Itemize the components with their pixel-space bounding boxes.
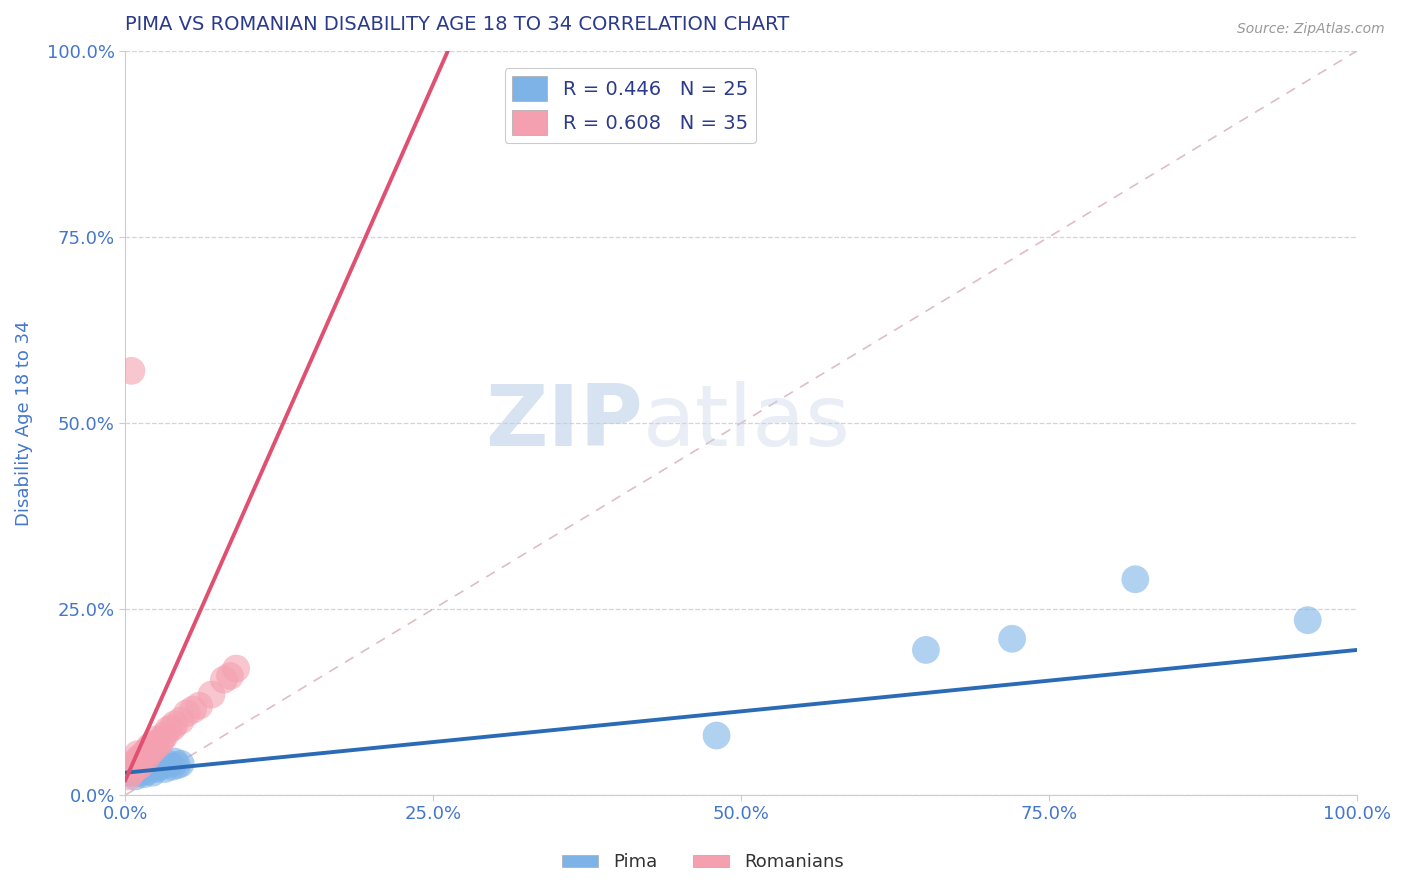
Point — [706, 729, 728, 743]
Point — [118, 769, 141, 783]
Point — [145, 739, 167, 754]
Point — [149, 760, 172, 774]
Legend: Pima, Romanians: Pima, Romanians — [555, 847, 851, 879]
Point — [225, 661, 247, 675]
Point — [1296, 613, 1319, 627]
Point — [129, 758, 152, 772]
Point — [160, 721, 183, 735]
Point — [149, 736, 172, 750]
Point — [166, 758, 188, 772]
Point — [170, 756, 193, 771]
Point — [200, 688, 222, 702]
Point — [160, 760, 183, 774]
Text: PIMA VS ROMANIAN DISABILITY AGE 18 TO 34 CORRELATION CHART: PIMA VS ROMANIAN DISABILITY AGE 18 TO 34… — [125, 15, 790, 34]
Point — [129, 765, 152, 780]
Point — [139, 755, 162, 769]
Point — [1123, 572, 1146, 586]
Point — [915, 643, 938, 657]
Point — [124, 756, 146, 771]
Point — [141, 743, 163, 757]
Y-axis label: Disability Age 18 to 34: Disability Age 18 to 34 — [15, 320, 32, 525]
Point — [153, 729, 176, 743]
Point — [219, 669, 242, 683]
Point — [150, 732, 173, 747]
Point — [136, 764, 159, 779]
Point — [121, 758, 143, 772]
Point — [170, 714, 193, 728]
Point — [141, 765, 163, 780]
Point — [141, 738, 163, 752]
Text: atlas: atlas — [643, 382, 851, 465]
Point — [157, 756, 180, 771]
Point — [136, 743, 159, 757]
Point — [145, 762, 167, 776]
Point — [145, 732, 167, 747]
Point — [181, 702, 204, 716]
Point — [121, 765, 143, 780]
Text: Source: ZipAtlas.com: Source: ZipAtlas.com — [1237, 22, 1385, 37]
Point — [132, 747, 155, 761]
Point — [145, 756, 167, 771]
Point — [127, 752, 149, 766]
Point — [150, 758, 173, 772]
Point — [139, 745, 162, 759]
Point — [132, 767, 155, 781]
Point — [188, 698, 211, 713]
Point — [121, 765, 143, 780]
Point — [127, 747, 149, 761]
Point — [153, 762, 176, 776]
Point — [136, 749, 159, 764]
Point — [1001, 632, 1024, 646]
Point — [176, 706, 198, 721]
Text: ZIP: ZIP — [485, 382, 643, 465]
Point — [212, 673, 235, 687]
Point — [124, 769, 146, 783]
Point — [121, 364, 143, 378]
Point — [129, 751, 152, 765]
Point — [132, 758, 155, 772]
Point — [157, 723, 180, 737]
Point — [139, 739, 162, 754]
Point — [127, 762, 149, 776]
Point — [132, 755, 155, 769]
Legend: R = 0.446   N = 25, R = 0.608   N = 35: R = 0.446 N = 25, R = 0.608 N = 35 — [505, 68, 756, 144]
Point — [163, 755, 186, 769]
Point — [124, 762, 146, 776]
Point — [163, 717, 186, 731]
Point — [127, 760, 149, 774]
Point — [139, 760, 162, 774]
